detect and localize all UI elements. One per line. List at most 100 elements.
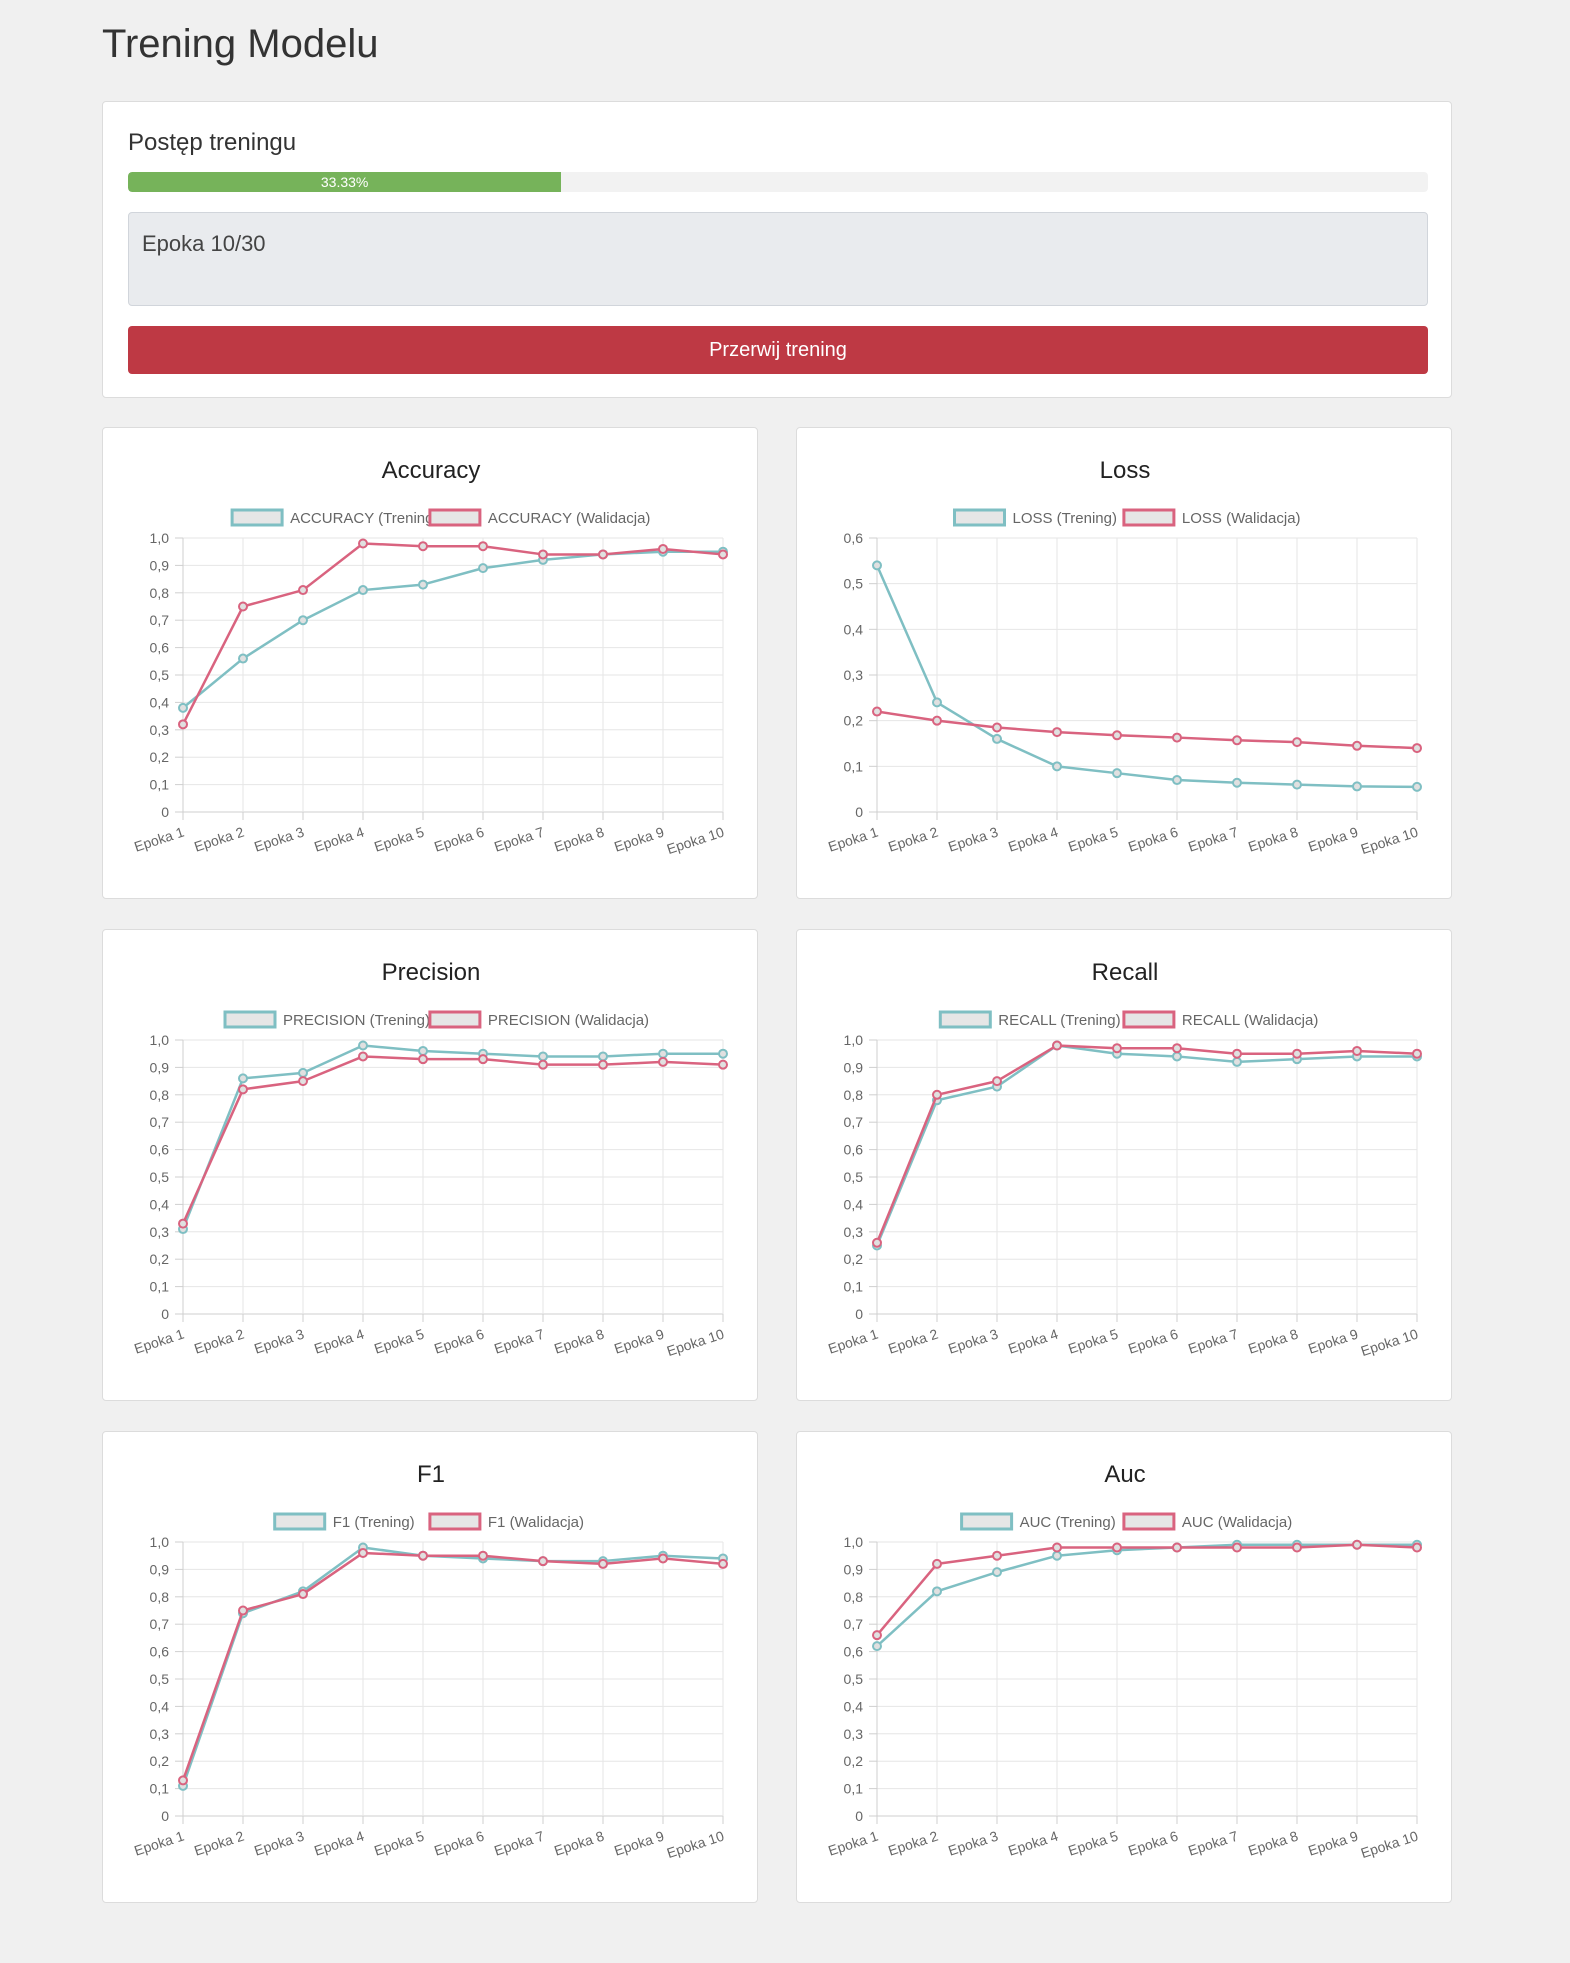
- data-point-auc-walidacja[interactable]: [1172, 1542, 1182, 1553]
- data-point-loss-walidacja[interactable]: [1112, 730, 1122, 741]
- data-point-accuracy-walidacja[interactable]: [718, 549, 728, 560]
- legend-item-recall-trening[interactable]: RECALL (Trening): [938, 1010, 1121, 1029]
- data-point-accuracy-walidacja[interactable]: [238, 601, 248, 612]
- data-point-accuracy-trening[interactable]: [238, 653, 248, 664]
- legend-item-auc-walidacja[interactable]: AUC (Walidacja): [1122, 1512, 1292, 1531]
- data-point-f1-walidacja[interactable]: [298, 1589, 308, 1600]
- legend-item-accuracy-walidacja[interactable]: ACCURACY (Walidacja): [428, 508, 651, 527]
- data-point-loss-trening[interactable]: [1112, 768, 1122, 779]
- data-point-recall-walidacja[interactable]: [1112, 1043, 1122, 1054]
- data-point-auc-trening[interactable]: [872, 1641, 882, 1652]
- data-point-auc-walidacja[interactable]: [932, 1558, 942, 1569]
- data-point-accuracy-walidacja[interactable]: [598, 549, 608, 560]
- legend-item-loss-walidacja[interactable]: LOSS (Walidacja): [1122, 508, 1301, 527]
- data-point-auc-trening[interactable]: [932, 1586, 942, 1597]
- data-point-auc-walidacja[interactable]: [1232, 1542, 1242, 1553]
- data-point-precision-walidacja[interactable]: [358, 1051, 368, 1062]
- data-point-auc-walidacja[interactable]: [872, 1630, 882, 1641]
- data-point-recall-walidacja[interactable]: [1352, 1045, 1362, 1056]
- data-point-precision-trening[interactable]: [418, 1045, 428, 1056]
- data-point-f1-walidacja[interactable]: [358, 1547, 368, 1558]
- data-point-accuracy-trening[interactable]: [418, 579, 428, 590]
- data-point-auc-walidacja[interactable]: [992, 1550, 1002, 1561]
- legend-item-precision-walidacja[interactable]: PRECISION (Walidacja): [428, 1010, 649, 1029]
- data-point-recall-walidacja[interactable]: [1232, 1048, 1242, 1059]
- data-point-accuracy-walidacja[interactable]: [358, 538, 368, 549]
- data-point-loss-trening[interactable]: [1292, 779, 1302, 790]
- data-point-recall-walidacja[interactable]: [1052, 1040, 1062, 1051]
- data-point-precision-trening[interactable]: [358, 1040, 368, 1051]
- data-point-loss-trening[interactable]: [1172, 775, 1182, 786]
- legend-item-f1-trening[interactable]: F1 (Trening): [273, 1512, 415, 1531]
- data-point-precision-trening[interactable]: [238, 1073, 248, 1084]
- data-point-accuracy-walidacja[interactable]: [658, 543, 668, 554]
- data-point-loss-walidacja[interactable]: [1052, 727, 1062, 738]
- data-point-precision-walidacja[interactable]: [658, 1056, 668, 1067]
- data-point-loss-trening[interactable]: [1352, 781, 1362, 792]
- data-point-precision-trening[interactable]: [658, 1048, 668, 1059]
- data-point-precision-walidacja[interactable]: [478, 1054, 488, 1065]
- data-point-auc-walidacja[interactable]: [1052, 1542, 1062, 1553]
- data-point-auc-walidacja[interactable]: [1412, 1542, 1422, 1553]
- data-point-loss-trening[interactable]: [932, 697, 942, 708]
- data-point-auc-walidacja[interactable]: [1292, 1542, 1302, 1553]
- data-point-precision-trening[interactable]: [298, 1067, 308, 1078]
- data-point-auc-walidacja[interactable]: [1352, 1539, 1362, 1550]
- data-point-precision-trening[interactable]: [538, 1051, 548, 1062]
- data-point-accuracy-walidacja[interactable]: [478, 541, 488, 552]
- data-point-loss-trening[interactable]: [1232, 777, 1242, 788]
- data-point-precision-walidacja[interactable]: [718, 1059, 728, 1070]
- data-point-loss-walidacja[interactable]: [932, 715, 942, 726]
- data-point-precision-walidacja[interactable]: [598, 1059, 608, 1070]
- data-point-f1-walidacja[interactable]: [718, 1558, 728, 1569]
- data-point-loss-walidacja[interactable]: [1352, 740, 1362, 751]
- data-point-accuracy-trening[interactable]: [358, 585, 368, 596]
- data-point-f1-walidacja[interactable]: [658, 1553, 668, 1564]
- data-point-loss-walidacja[interactable]: [872, 706, 882, 717]
- data-point-loss-walidacja[interactable]: [1232, 735, 1242, 746]
- data-point-accuracy-trening[interactable]: [298, 615, 308, 626]
- data-point-loss-walidacja[interactable]: [1292, 737, 1302, 748]
- stop-training-button[interactable]: Przerwij trening: [128, 326, 1428, 374]
- data-point-f1-walidacja[interactable]: [598, 1558, 608, 1569]
- data-point-recall-walidacja[interactable]: [1172, 1043, 1182, 1054]
- data-point-precision-walidacja[interactable]: [418, 1054, 428, 1065]
- data-point-accuracy-trening[interactable]: [478, 563, 488, 574]
- data-point-recall-walidacja[interactable]: [1412, 1048, 1422, 1059]
- data-point-auc-trening[interactable]: [1052, 1550, 1062, 1561]
- data-point-accuracy-walidacja[interactable]: [298, 585, 308, 596]
- legend-item-accuracy-trening[interactable]: ACCURACY (Trening): [230, 508, 438, 527]
- data-point-accuracy-trening[interactable]: [178, 702, 188, 713]
- data-point-recall-trening[interactable]: [1172, 1051, 1182, 1062]
- data-point-loss-trening[interactable]: [872, 560, 882, 571]
- data-point-loss-walidacja[interactable]: [992, 722, 1002, 733]
- data-point-precision-trening[interactable]: [718, 1048, 728, 1059]
- data-point-loss-walidacja[interactable]: [1172, 732, 1182, 743]
- data-point-precision-walidacja[interactable]: [238, 1084, 248, 1095]
- data-point-precision-walidacja[interactable]: [298, 1076, 308, 1087]
- data-point-precision-walidacja[interactable]: [538, 1059, 548, 1070]
- data-point-recall-walidacja[interactable]: [932, 1089, 942, 1100]
- data-point-f1-walidacja[interactable]: [178, 1775, 188, 1786]
- legend-item-loss-trening[interactable]: LOSS (Trening): [953, 508, 1117, 527]
- data-point-loss-walidacja[interactable]: [1412, 743, 1422, 754]
- legend-item-precision-trening[interactable]: PRECISION (Trening): [223, 1010, 430, 1029]
- data-point-accuracy-walidacja[interactable]: [418, 541, 428, 552]
- data-point-f1-walidacja[interactable]: [238, 1605, 248, 1616]
- data-point-precision-walidacja[interactable]: [178, 1218, 188, 1229]
- data-point-loss-trening[interactable]: [992, 733, 1002, 744]
- data-point-accuracy-walidacja[interactable]: [178, 719, 188, 730]
- data-point-accuracy-walidacja[interactable]: [538, 549, 548, 560]
- data-point-f1-walidacja[interactable]: [538, 1556, 548, 1567]
- data-point-auc-walidacja[interactable]: [1112, 1542, 1122, 1553]
- data-point-precision-trening[interactable]: [598, 1051, 608, 1062]
- data-point-f1-walidacja[interactable]: [418, 1550, 428, 1561]
- data-point-f1-walidacja[interactable]: [478, 1550, 488, 1561]
- data-point-loss-trening[interactable]: [1412, 781, 1422, 792]
- data-point-loss-trening[interactable]: [1052, 761, 1062, 772]
- data-point-recall-walidacja[interactable]: [1292, 1048, 1302, 1059]
- data-point-recall-trening[interactable]: [1232, 1056, 1242, 1067]
- data-point-recall-walidacja[interactable]: [992, 1076, 1002, 1087]
- data-point-auc-trening[interactable]: [992, 1567, 1002, 1578]
- legend-item-recall-walidacja[interactable]: RECALL (Walidacja): [1122, 1010, 1318, 1029]
